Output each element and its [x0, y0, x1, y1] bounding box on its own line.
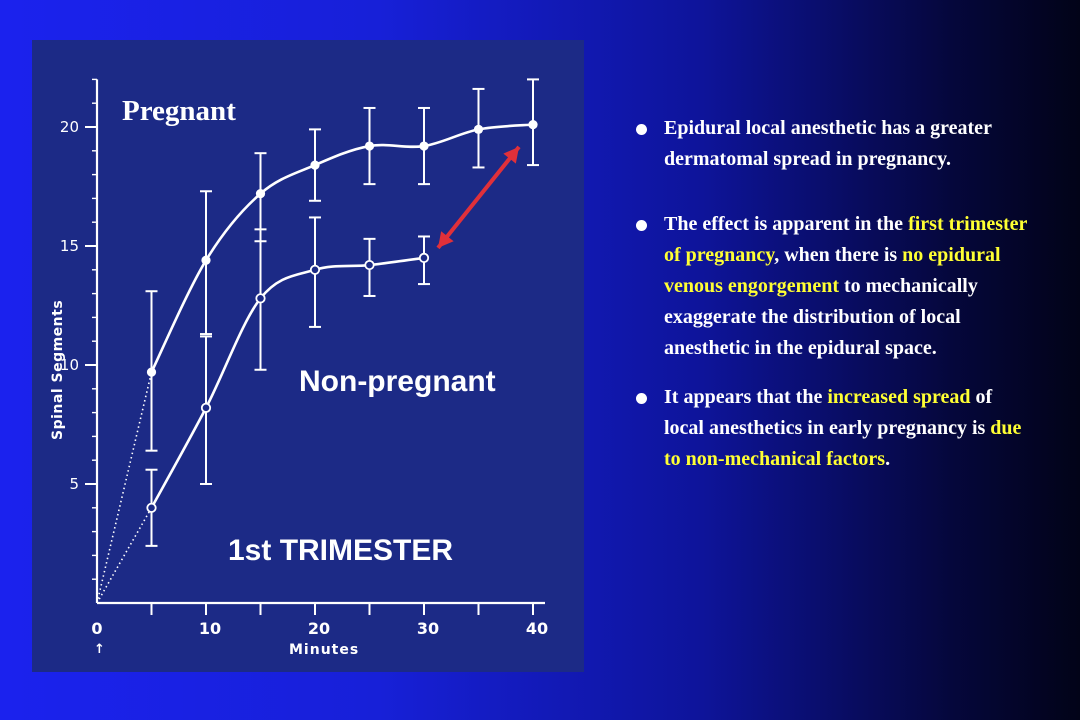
- bullet-text-segment: , when there is: [774, 244, 903, 266]
- y-tick-label: 10: [60, 356, 79, 374]
- bullet-text-2: The effect is apparent in the first trim…: [664, 213, 1027, 359]
- bullet-text-segment: of local anesthetics in early pregnancy …: [664, 386, 993, 439]
- bullet-text-segment: It appears that the: [664, 386, 828, 408]
- data-point-open: [364, 259, 375, 271]
- x-tick-label: 40: [526, 619, 548, 638]
- data-point-filled: [146, 367, 157, 377]
- annotation-non-pregnant: Non-pregnant: [299, 365, 496, 398]
- annotation-1st-trimester: 1st TRIMESTER: [228, 534, 453, 567]
- bullet-text-segment: Epidural local anesthetic has a greater …: [664, 117, 992, 170]
- data-point-open: [146, 502, 157, 513]
- data-point-open: [309, 264, 321, 275]
- data-point-open: [200, 402, 212, 413]
- bullet-text-segment: The effect is apparent in the: [664, 213, 909, 235]
- x-tick-label: 30: [417, 619, 439, 638]
- data-point-filled: [528, 120, 538, 130]
- bullet-dot-icon: [636, 124, 647, 135]
- data-point-filled: [310, 160, 320, 170]
- y-axis-label: Spinal Segments: [50, 300, 66, 440]
- bullet-dot-icon: [636, 220, 647, 231]
- x-axis-label: Minutes: [289, 642, 359, 658]
- chart-svg: 5 10 15 20 0 10 20 30 40 Pregnant Non-pregnant 1…: [50, 78, 548, 658]
- extrapolation-line: [96, 371, 153, 604]
- bullet-text-segment: .: [885, 448, 891, 470]
- y-tick-label: 15: [60, 237, 79, 255]
- bullet-item-3: It appears that the increased spread of …: [634, 382, 1034, 475]
- highlight-text: first trimester of pregnancy: [664, 213, 1028, 266]
- extrapolation-line: [96, 507, 153, 604]
- bullet-text-segment: to mechanically exaggerate the distribut…: [664, 275, 978, 359]
- data-point-filled: [419, 141, 429, 151]
- chart-figure: 5 10 15 20 0 10 20 30 40 Pregnant Non-pregnant 1…: [32, 40, 584, 672]
- annotation-pregnant: Pregnant: [122, 95, 236, 127]
- data-point-open: [255, 293, 266, 304]
- x-tick-label: 20: [308, 619, 330, 638]
- highlight-text: increased spread: [827, 386, 971, 408]
- x-origin-arrow: ↑: [94, 642, 105, 657]
- bullet-item-1: Epidural local anesthetic has a greater …: [634, 113, 1034, 175]
- comparison-arrow-head-start: [438, 231, 454, 248]
- comparison-arrow-head-end: [503, 146, 519, 164]
- data-point-open: [418, 252, 430, 263]
- highlight-text: due to non-mechanical factors: [664, 417, 1022, 470]
- x-tick-label: 0: [91, 619, 102, 638]
- highlight-text: no epidural venous engorgement: [664, 244, 1001, 297]
- x-tick-label: 10: [199, 619, 221, 638]
- data-point-filled: [364, 141, 375, 151]
- bullet-text-3: It appears that the increased spread of …: [664, 386, 1021, 470]
- comparison-arrow-shaft: [436, 145, 521, 250]
- data-point-filled: [255, 189, 266, 199]
- data-point-filled: [201, 255, 211, 265]
- y-tick-label: 20: [60, 118, 79, 136]
- y-tick-label: 5: [69, 475, 79, 493]
- bullet-text-1: Epidural local anesthetic has a greater …: [664, 117, 992, 170]
- data-point-filled: [473, 124, 484, 134]
- bullet-item-2: The effect is apparent in the first trim…: [634, 209, 1034, 364]
- bullet-dot-icon: [636, 393, 647, 404]
- bullet-list: Epidural local anesthetic has a greater …: [634, 113, 1034, 475]
